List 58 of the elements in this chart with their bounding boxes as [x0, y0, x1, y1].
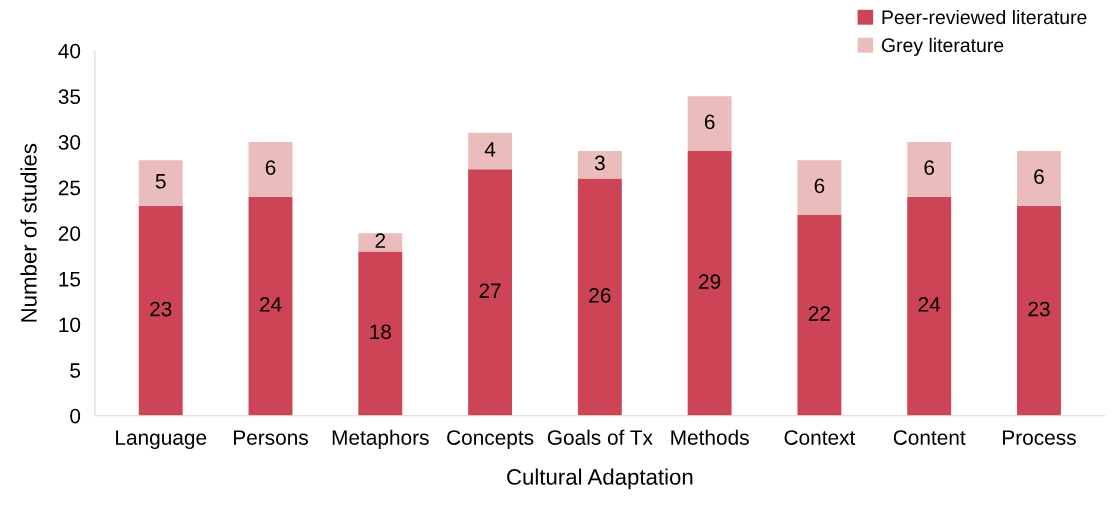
data-label: 26 [589, 287, 611, 303]
data-label: 4 [484, 142, 496, 157]
legend-label: Peer-reviewed literature [882, 9, 1087, 25]
bar [138, 205, 183, 416]
y-tick-label: 35 [58, 89, 81, 105]
y-tick-label: 25 [58, 180, 81, 196]
bar [138, 160, 183, 206]
y-tick-label: 0 [70, 408, 81, 424]
bar [248, 196, 293, 416]
bar [468, 169, 513, 416]
x-tick-label: Language [116, 430, 207, 450]
data-label: 23 [150, 301, 172, 317]
y-tick-label: 40 [58, 43, 81, 59]
bar [797, 214, 842, 416]
bar [797, 160, 842, 215]
bar [358, 251, 403, 416]
legend-label: Grey literature [881, 37, 1004, 56]
bar [1017, 205, 1061, 416]
bar [687, 151, 732, 416]
bar [907, 141, 952, 197]
y-tick-label: 30 [58, 134, 81, 150]
data-label: 6 [814, 178, 825, 194]
bar [577, 178, 622, 416]
x-tick-label: Persons [234, 430, 308, 445]
x-tick-label: Context [784, 430, 856, 445]
y-tick-label: 20 [58, 226, 81, 241]
bar [577, 151, 622, 179]
x-tick-label: Methods [671, 429, 749, 445]
bar [907, 196, 952, 416]
data-label: 22 [808, 306, 830, 321]
data-label: 24 [259, 297, 282, 312]
data-label: 5 [155, 174, 166, 189]
bar [358, 233, 403, 252]
x-tick-label: Content [893, 430, 966, 445]
data-label: 3 [594, 155, 605, 171]
bar [687, 96, 732, 152]
data-label: 24 [918, 297, 941, 312]
data-label: 29 [699, 274, 721, 290]
y-tick-label: 5 [70, 363, 81, 378]
bar [248, 141, 293, 197]
bar [468, 132, 513, 170]
data-label: 18 [370, 324, 391, 340]
bar [1017, 151, 1061, 206]
x-axis-title: Cultural Adaptation [507, 468, 693, 490]
y-tick-label: 10 [59, 317, 81, 333]
data-label: 6 [265, 160, 276, 175]
x-tick-label: Metaphors [332, 429, 429, 450]
x-tick-label: Process [1003, 430, 1076, 445]
x-tick-label: Concepts [447, 430, 534, 450]
data-label: 6 [1034, 169, 1044, 185]
x-tick-label: Goals of Tx [547, 429, 653, 445]
y-tick-label: 15 [59, 272, 81, 287]
data-label: 2 [375, 233, 386, 248]
data-label: 27 [479, 283, 501, 298]
data-label: 6 [704, 114, 715, 130]
data-label: 6 [924, 160, 935, 175]
data-label: 23 [1028, 301, 1050, 317]
y-axis-title: Number of studies [20, 143, 37, 322]
